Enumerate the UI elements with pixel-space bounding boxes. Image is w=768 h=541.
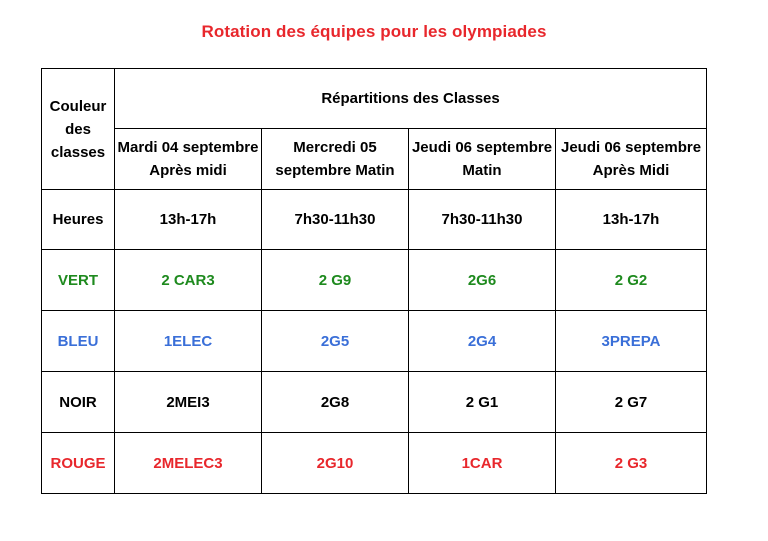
table-cell: 2G10 [261, 432, 409, 494]
table-row-noir: NOIR 2MEI3 2G8 2 G1 2 G7 [41, 371, 708, 433]
table-cell: 2 G2 [554, 249, 708, 311]
corner-header-couleur-des-classes: Couleur des classes [41, 68, 115, 190]
group-header: Répartitions des Classes [113, 68, 708, 129]
table-cell: 1CAR [408, 432, 556, 494]
row-label-bleu: BLEU [41, 310, 115, 372]
group-header-label: Répartitions des Classes [321, 90, 500, 107]
table-row-rouge: ROUGE 2MELEC3 2G10 1CAR 2 G3 [41, 432, 708, 494]
day-label: Mardi 04 septembre Après midi [117, 139, 259, 179]
table-cell: 7h30-11h30 [261, 189, 409, 250]
table-cell: 2 G7 [554, 371, 708, 433]
table-cell: 3PREPA [554, 310, 708, 372]
row-label-noir: NOIR [41, 371, 115, 433]
day-header: Mardi 04 septembre Après midi [114, 128, 262, 190]
table-cell: 2G4 [408, 310, 556, 372]
table-cell: 2MELEC3 [114, 432, 262, 494]
table-cell: 13h-17h [114, 189, 262, 250]
table-cell: 2G6 [408, 249, 556, 311]
table-cell: 1ELEC [114, 310, 262, 372]
table-cell: 13h-17h [554, 189, 708, 250]
day-label: Jeudi 06 septembre Après Midi [560, 139, 702, 179]
table-row-bleu: BLEU 1ELEC 2G5 2G4 3PREPA [41, 310, 708, 372]
day-label: Mercredi 05 septembre Matin [275, 139, 395, 179]
page-title: Rotation des équipes pour les olympiades [201, 22, 547, 41]
table-cell: 2MEI3 [114, 371, 262, 433]
table-cell: 2 G1 [408, 371, 556, 433]
table-row-vert: VERT 2 CAR3 2 G9 2G6 2 G2 [41, 249, 708, 311]
row-label-rouge: ROUGE [41, 432, 115, 494]
row-label-vert: VERT [41, 249, 115, 311]
table-cell: 2G8 [261, 371, 409, 433]
corner-label: Couleur des classes [49, 97, 107, 161]
table-cell: 2 CAR3 [114, 249, 262, 311]
table-cell: 2G5 [261, 310, 409, 372]
day-label: Jeudi 06 septembre Matin [411, 139, 553, 179]
table-cell: 2 G3 [554, 432, 708, 494]
table-cell: 7h30-11h30 [408, 189, 556, 250]
rotation-table: Couleur des classes Répartitions des Cla… [41, 68, 708, 494]
day-header: Mercredi 05 septembre Matin [261, 128, 409, 190]
row-label-heures: Heures [41, 189, 115, 250]
table-cell: 2 G9 [261, 249, 409, 311]
day-header: Jeudi 06 septembre Matin [408, 128, 556, 190]
table-row-heures: Heures 13h-17h 7h30-11h30 7h30-11h30 13h… [41, 189, 708, 250]
day-header: Jeudi 06 septembre Après Midi [554, 128, 708, 190]
